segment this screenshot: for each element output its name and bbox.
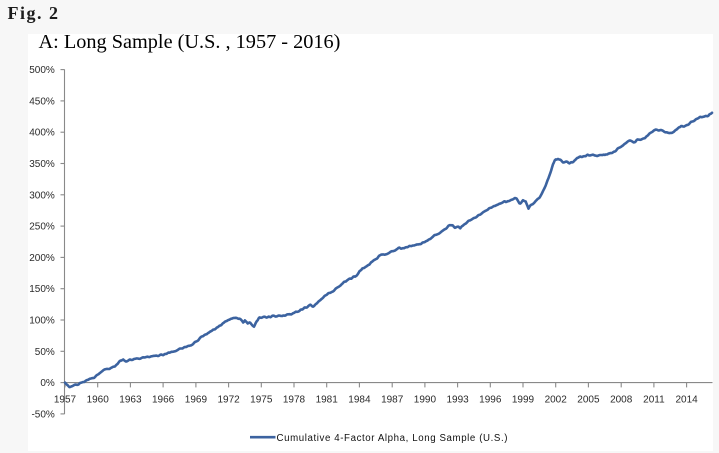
- svg-text:1960: 1960: [87, 395, 110, 406]
- svg-text:2014: 2014: [675, 395, 698, 406]
- svg-text:250%: 250%: [29, 222, 55, 233]
- svg-text:400%: 400%: [29, 128, 55, 139]
- svg-text:-50%: -50%: [31, 409, 54, 420]
- svg-text:2005: 2005: [577, 395, 600, 406]
- svg-text:1966: 1966: [152, 395, 175, 406]
- svg-text:1963: 1963: [119, 395, 142, 406]
- svg-text:50%: 50%: [35, 347, 55, 358]
- svg-text:100%: 100%: [29, 316, 55, 327]
- svg-text:200%: 200%: [29, 253, 55, 264]
- svg-text:1972: 1972: [217, 395, 240, 406]
- svg-text:150%: 150%: [29, 284, 55, 295]
- svg-text:300%: 300%: [29, 190, 55, 201]
- svg-text:2002: 2002: [545, 395, 568, 406]
- svg-text:0%: 0%: [40, 378, 55, 389]
- svg-text:1990: 1990: [414, 395, 437, 406]
- svg-text:1993: 1993: [446, 395, 469, 406]
- svg-text:500%: 500%: [29, 65, 55, 76]
- svg-text:1984: 1984: [348, 395, 371, 406]
- svg-text:1981: 1981: [316, 395, 339, 406]
- svg-text:1999: 1999: [512, 395, 535, 406]
- svg-text:1978: 1978: [283, 395, 306, 406]
- svg-text:1969: 1969: [185, 395, 208, 406]
- svg-text:1987: 1987: [381, 395, 404, 406]
- svg-text:1996: 1996: [479, 395, 502, 406]
- svg-text:Cumulative 4-Factor Alpha, Lon: Cumulative 4-Factor Alpha, Long Sample (…: [277, 433, 509, 444]
- svg-text:1957: 1957: [54, 395, 77, 406]
- svg-text:450%: 450%: [29, 96, 55, 107]
- svg-text:2011: 2011: [643, 395, 665, 406]
- svg-text:350%: 350%: [29, 159, 55, 170]
- svg-text:2008: 2008: [610, 395, 633, 406]
- svg-text:1975: 1975: [250, 395, 273, 406]
